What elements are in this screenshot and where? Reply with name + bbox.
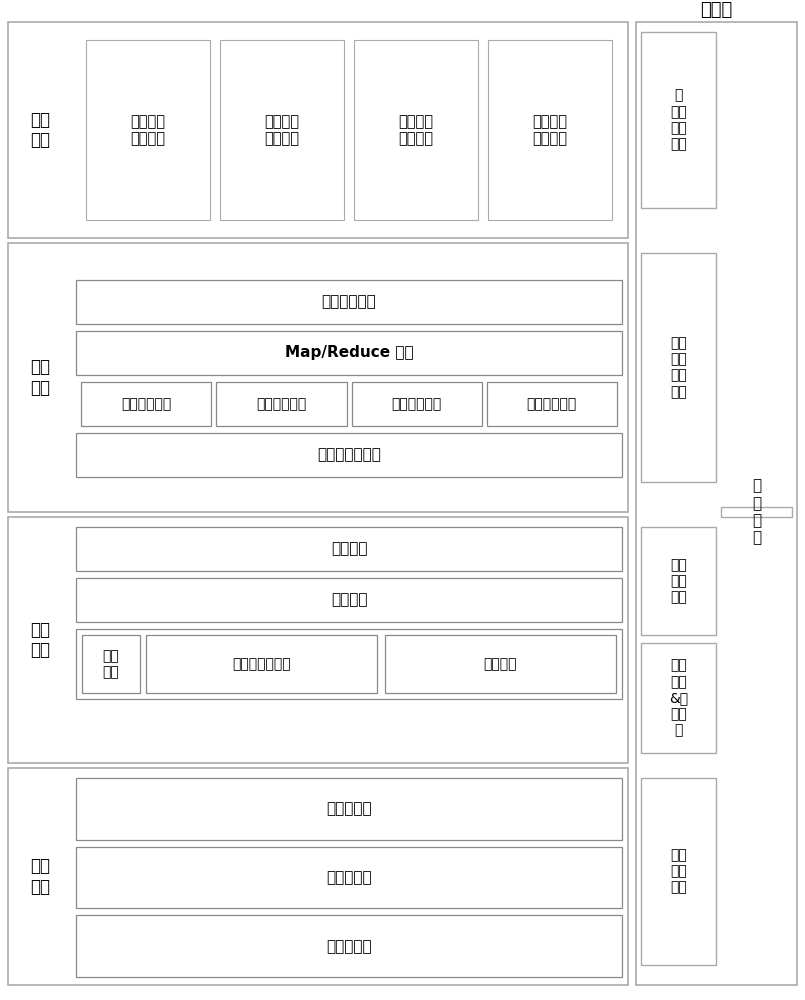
Bar [8,22,628,238]
Bar [76,578,622,622]
Bar [146,635,377,693]
Bar [76,433,622,477]
Text: 虚拟
环境
安全: 虚拟 环境 安全 [670,558,687,604]
Bar [81,382,211,426]
Text: 一级信息网: 一级信息网 [326,801,372,816]
Text: 物理
安全
&安
全分
组: 物理 安全 &安 全分 组 [669,659,688,737]
Text: 物理
资源: 物理 资源 [102,649,119,679]
Text: 电网计划数据: 电网计划数据 [256,397,307,411]
Bar [636,22,797,985]
Bar [8,243,628,512]
Bar [352,382,481,426]
Bar [220,40,344,220]
Text: 电网管理数据: 电网管理数据 [121,397,171,411]
Text: 电网运行数据: 电网运行数据 [391,397,442,411]
Bar [641,527,716,635]
Text: 电网模型
指标分析: 电网模型 指标分析 [532,114,568,146]
Bar [76,629,622,699]
Bar [8,517,628,763]
Text: 通信
网络
安全: 通信 网络 安全 [670,848,687,895]
Text: 电网模型数据: 电网模型数据 [526,397,577,411]
Text: 分析计算引擎: 分析计算引擎 [322,294,377,310]
Text: 电网运行
指标分析: 电网运行 指标分析 [398,114,434,146]
Bar [76,847,622,908]
Text: 分布式文件系统: 分布式文件系统 [317,448,381,462]
Text: 三级信息网: 三级信息网 [326,939,372,954]
Bar [385,635,616,693]
Text: 电网管理
指标分析: 电网管理 指标分析 [130,114,166,146]
Bar [76,915,622,977]
Bar [641,778,716,965]
Text: 平台
服务: 平台 服务 [30,358,50,397]
Text: 资源抽象: 资源抽象 [331,542,367,556]
Bar [82,635,140,693]
Text: 二级信息网: 二级信息网 [326,870,372,885]
Text: 物理服务器资源: 物理服务器资源 [232,657,291,671]
Text: 云
应用
安全
服务: 云 应用 安全 服务 [670,89,687,151]
Text: 资源
管理: 资源 管理 [30,621,50,659]
Bar [641,32,716,208]
Bar [76,527,622,571]
Text: 信息
网络: 信息 网络 [30,857,50,896]
Bar [8,768,628,985]
Bar [488,40,612,220]
Bar [86,40,210,220]
Bar [76,778,622,840]
Text: 统一
认证
单点
登录: 统一 认证 单点 登录 [670,336,687,399]
Bar [721,507,792,517]
Text: 电网计划
指标分析: 电网计划 指标分析 [265,114,299,146]
Bar [487,382,617,426]
Bar [354,40,478,220]
Bar [76,331,622,375]
Bar [641,253,716,482]
Text: 存储资源: 存储资源 [484,657,518,671]
Text: Map/Reduce 框架: Map/Reduce 框架 [285,346,413,360]
Bar [641,643,716,753]
Text: 应用
服务: 应用 服务 [30,111,50,149]
Text: 云
间
安
全: 云 间 安 全 [752,478,761,546]
Text: 虚拟资源: 虚拟资源 [331,592,367,607]
Bar [76,280,622,324]
Bar [217,382,346,426]
Text: 云安全: 云安全 [700,1,733,19]
